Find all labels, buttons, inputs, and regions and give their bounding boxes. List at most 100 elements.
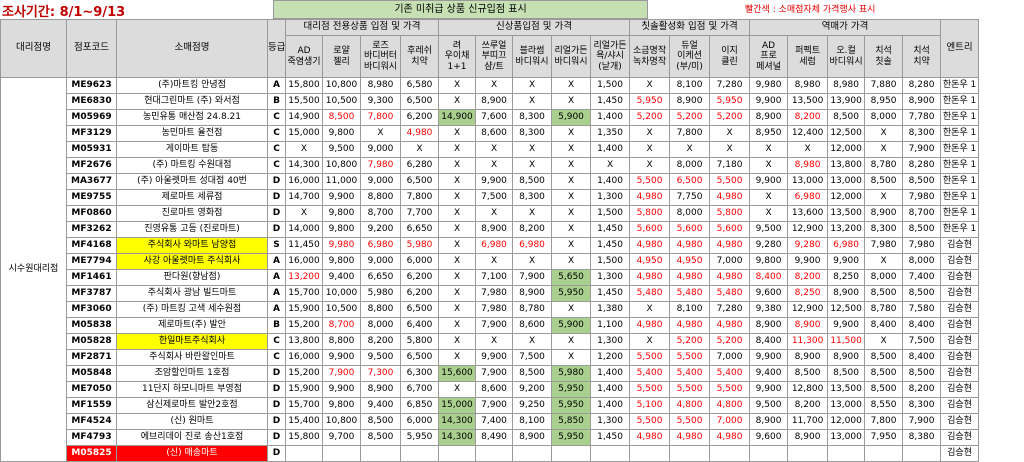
price-cell: 10,800	[323, 414, 361, 430]
price-cell: 9,250	[513, 398, 552, 414]
store-name-cell: 농민마트 율전점	[117, 126, 268, 142]
price-cell: 4,800	[710, 398, 750, 414]
price-cell: 8,500	[361, 430, 401, 446]
grade-cell: B	[268, 318, 286, 334]
store-code-cell: MF3060	[67, 302, 117, 318]
price-cell: 4,800	[670, 398, 710, 414]
price-cell: 8,500	[513, 174, 552, 190]
price-cell: 8,980	[828, 78, 865, 94]
header-grade: 등급	[268, 20, 286, 78]
price-cell: 12,900	[788, 302, 828, 318]
price-cell: 11,450	[286, 238, 323, 254]
price-cell: 13,900	[828, 94, 865, 110]
price-cell: 13,000	[828, 398, 865, 414]
price-cell: 8,900	[750, 414, 788, 430]
price-cell: 8,380	[903, 430, 941, 446]
price-cell: 8,500	[361, 414, 401, 430]
grade-cell: C	[268, 158, 286, 174]
region-cell: 시수원대리점	[1, 78, 67, 462]
price-cell: 1,380	[591, 302, 630, 318]
price-cell: X	[286, 206, 323, 222]
entry-cell: 김승현	[941, 398, 979, 414]
price-cell	[903, 446, 941, 462]
spreadsheet: 조사기간: 8/1~9/13 기존 미취급 상품 신규입점 표시 빨간색 : 소…	[0, 0, 1024, 444]
price-cell: 8,900	[903, 94, 941, 110]
price-cell: 7,580	[903, 302, 941, 318]
price-cell: 6,980	[476, 238, 513, 254]
price-cell: 8,900	[828, 286, 865, 302]
price-cell: X	[670, 142, 710, 158]
price-cell: 15,700	[286, 286, 323, 302]
grade-cell: D	[268, 398, 286, 414]
header-entry: 엔트리	[941, 20, 979, 78]
price-cell: X	[439, 254, 476, 270]
price-cell: 5,900	[552, 318, 591, 334]
price-cell: 9,800	[323, 254, 361, 270]
price-cell: 9,900	[323, 382, 361, 398]
store-code-cell: MF3262	[67, 222, 117, 238]
store-name-cell: 농민유통 매산점 24.8.21	[117, 110, 268, 126]
price-cell: 5,800	[710, 206, 750, 222]
price-cell: 5,650	[552, 270, 591, 286]
price-cell: 8,900	[828, 350, 865, 366]
grade-cell: D	[268, 446, 286, 462]
price-cell: 8,500	[865, 366, 903, 382]
price-cell: 15,000	[286, 126, 323, 142]
price-cell: 8,400	[750, 270, 788, 286]
price-cell: 8,500	[788, 366, 828, 382]
price-cell: 13,500	[828, 206, 865, 222]
price-cell: 8,600	[476, 126, 513, 142]
grade-cell: B	[268, 94, 286, 110]
price-cell: X	[513, 254, 552, 270]
price-cell: 6,500	[401, 174, 439, 190]
price-cell: 5,500	[630, 350, 670, 366]
price-cell: 8,400	[865, 318, 903, 334]
price-cell: X	[439, 318, 476, 334]
price-cell	[286, 446, 323, 462]
price-cell: X	[552, 238, 591, 254]
store-code-cell: MF3787	[67, 286, 117, 302]
price-cell: X	[750, 142, 788, 158]
price-cell: X	[552, 206, 591, 222]
price-cell: 1,400	[591, 110, 630, 126]
price-cell: X	[439, 302, 476, 318]
price-cell: 9,900	[476, 350, 513, 366]
price-cell: X	[476, 142, 513, 158]
price-cell: 8,900	[750, 110, 788, 126]
price-cell: 14,300	[286, 158, 323, 174]
price-cell: 5,200	[710, 334, 750, 350]
price-cell: 4,950	[630, 254, 670, 270]
price-cell: 8,900	[865, 206, 903, 222]
price-cell: 4,980	[630, 238, 670, 254]
price-cell	[361, 446, 401, 462]
price-cell: 8,000	[361, 318, 401, 334]
price-cell: 12,000	[828, 190, 865, 206]
price-cell	[476, 446, 513, 462]
price-cell: 9,500	[750, 398, 788, 414]
store-name-cell: 삼신제로마트 발안2호점	[117, 398, 268, 414]
price-cell: 9,900	[750, 174, 788, 190]
price-cell: 6,280	[401, 158, 439, 174]
price-cell: 5,500	[630, 382, 670, 398]
price-cell: 8,800	[361, 302, 401, 318]
price-cell: X	[439, 382, 476, 398]
price-cell: 6,980	[828, 238, 865, 254]
price-cell: 7,000	[710, 350, 750, 366]
price-cell: 9,600	[750, 286, 788, 302]
price-cell: 5,100	[630, 398, 670, 414]
price-cell: 9,400	[361, 398, 401, 414]
price-cell: 7,950	[865, 430, 903, 446]
store-name-cell: 에브리데이 진로 송산1호점	[117, 430, 268, 446]
price-cell: 8,900	[788, 350, 828, 366]
price-cell: X	[552, 190, 591, 206]
price-cell: 6,850	[401, 398, 439, 414]
price-cell: X	[439, 270, 476, 286]
price-cell: 5,500	[710, 382, 750, 398]
price-cell: 8,500	[828, 366, 865, 382]
